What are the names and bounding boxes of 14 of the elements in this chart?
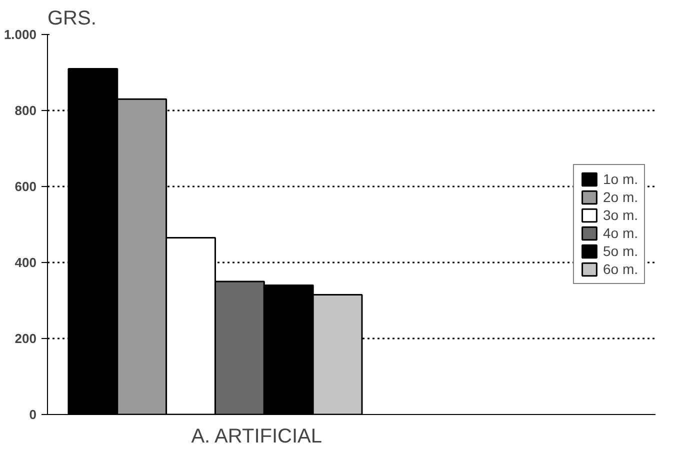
legend-label: 1o m. [602,171,638,187]
y-tick-label: 1.000 [4,27,37,42]
legend-label: 4o m. [602,225,638,241]
x-tick-label: A. ARTIFICIAL [191,426,322,448]
y-tick-label: 400 [14,255,37,270]
y-tick-label: 200 [14,331,37,346]
legend-label: 5o m. [602,243,638,259]
y-axis-title: GRS. [48,8,96,30]
y-tick-label: 800 [14,103,37,118]
legend-label: 6o m. [602,261,638,277]
legend-label: 3o m. [602,207,638,223]
legend-label: 2o m. [602,189,638,205]
y-tick-label: 600 [14,179,37,194]
y-tick-label: 0 [29,407,37,422]
